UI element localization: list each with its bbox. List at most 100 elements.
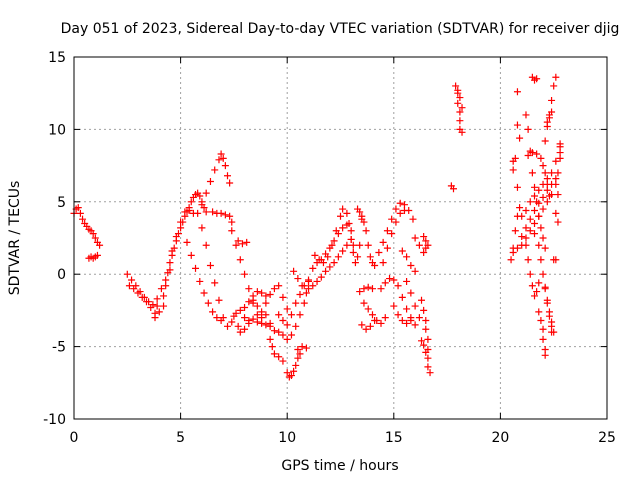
data-point — [364, 241, 372, 249]
data-point — [548, 96, 556, 104]
data-point — [79, 215, 87, 223]
data-point — [422, 317, 430, 325]
data-point — [298, 282, 306, 290]
series-arc-b — [85, 251, 101, 262]
data-point — [160, 292, 168, 300]
data-point — [347, 235, 355, 243]
data-point — [283, 335, 291, 343]
series-arc-d — [125, 282, 168, 322]
data-point — [157, 285, 165, 293]
series-arc-k — [209, 208, 236, 226]
data-point — [379, 238, 387, 246]
data-point — [388, 230, 396, 238]
data-point — [381, 279, 389, 287]
data-point — [539, 270, 547, 278]
data-point — [209, 208, 217, 216]
x-axis-title: GPS time / hours — [281, 458, 398, 474]
data-point — [411, 234, 419, 242]
data-point — [296, 311, 304, 319]
data-point — [424, 354, 432, 362]
data-point — [420, 248, 428, 256]
data-point — [236, 328, 244, 336]
x-tick-label: 25 — [598, 430, 616, 446]
data-point — [398, 293, 406, 301]
data-point — [309, 264, 317, 272]
data-point — [219, 314, 227, 322]
data-point — [452, 82, 460, 90]
data-point — [349, 248, 357, 256]
data-point — [411, 321, 419, 329]
data-point — [226, 212, 234, 220]
data-point — [552, 157, 560, 165]
data-point — [93, 251, 101, 259]
data-point — [166, 259, 174, 267]
data-point — [243, 238, 251, 246]
y-tick-label: 0 — [57, 267, 66, 283]
data-point — [398, 317, 406, 325]
data-point — [343, 241, 351, 249]
data-point — [371, 262, 379, 270]
series-arc-aa — [358, 215, 379, 270]
data-point — [138, 293, 146, 301]
chart-title: Day 051 of 2023, Sidereal Day-to-day VTE… — [61, 21, 620, 37]
data-point — [153, 302, 161, 310]
data-point — [354, 253, 362, 261]
data-point — [541, 351, 549, 359]
data-point — [509, 248, 517, 256]
data-point — [125, 282, 133, 290]
data-point — [343, 209, 351, 217]
data-point — [128, 276, 136, 284]
series-arc-r — [266, 299, 308, 343]
data-point — [531, 230, 539, 238]
data-point — [296, 290, 304, 298]
data-point — [522, 241, 530, 249]
series-arc-as — [509, 154, 521, 191]
data-point — [511, 227, 519, 235]
data-point — [422, 348, 430, 356]
series-arc-ba — [535, 308, 549, 359]
data-point — [522, 111, 530, 119]
data-point — [548, 169, 556, 177]
data-point — [545, 192, 553, 200]
data-point — [262, 299, 270, 307]
data-point — [518, 212, 526, 220]
data-point — [202, 241, 210, 249]
data-point — [554, 218, 562, 226]
data-point — [418, 337, 426, 345]
data-point — [407, 262, 415, 270]
data-point — [74, 204, 82, 212]
data-point — [449, 185, 457, 193]
data-point — [211, 166, 219, 174]
data-point — [537, 154, 545, 162]
data-point — [535, 199, 543, 207]
data-point — [403, 305, 411, 313]
data-point — [279, 331, 287, 339]
data-point — [531, 192, 539, 200]
data-point — [270, 327, 278, 335]
data-point — [319, 259, 327, 267]
data-point — [270, 285, 278, 293]
series-arc-ax — [524, 149, 553, 200]
data-point — [200, 289, 208, 297]
data-point — [531, 292, 539, 300]
data-point — [258, 308, 266, 316]
data-point — [130, 285, 138, 293]
data-point — [507, 256, 515, 264]
data-point — [330, 237, 338, 245]
data-point — [539, 205, 547, 213]
y-tick-label: 10 — [48, 122, 66, 138]
data-point — [535, 186, 543, 194]
data-point — [394, 282, 402, 290]
data-point — [302, 289, 310, 297]
data-point — [528, 169, 536, 177]
data-point — [383, 244, 391, 252]
data-point — [337, 212, 344, 220]
series-arc-u — [294, 343, 310, 353]
data-point — [198, 224, 206, 232]
data-point — [234, 322, 242, 330]
data-point — [458, 128, 466, 136]
data-point — [454, 99, 462, 107]
data-point — [217, 209, 225, 217]
data-point — [287, 372, 295, 380]
data-point — [215, 296, 223, 304]
